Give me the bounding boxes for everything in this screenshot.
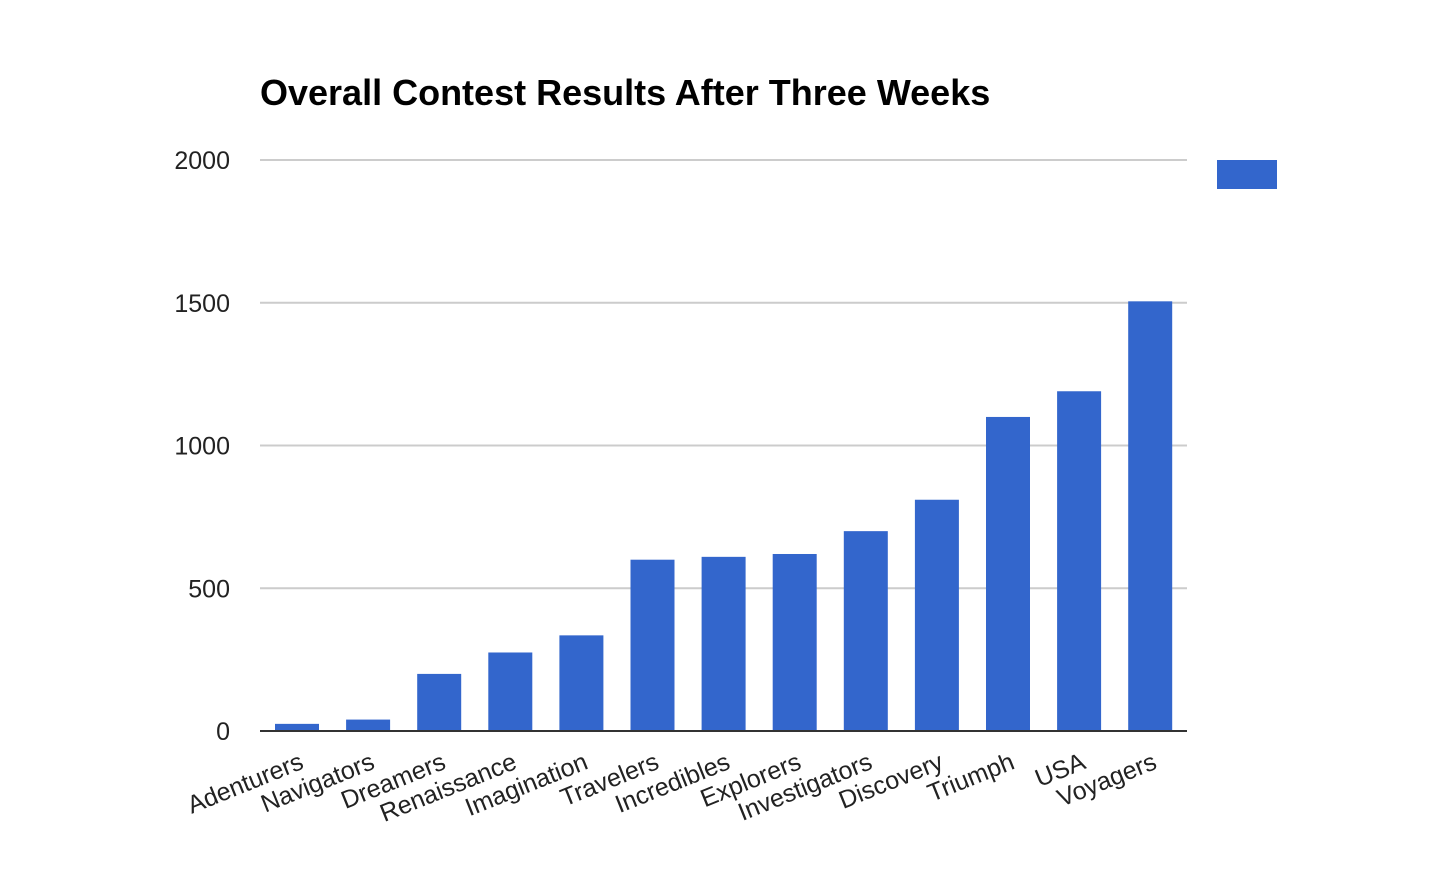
bar [275, 723, 319, 731]
bar [701, 556, 746, 731]
bar [630, 559, 675, 731]
bar [559, 635, 604, 731]
bar [417, 673, 462, 731]
y-tick-label: 1500 [174, 290, 230, 318]
bar [986, 416, 1030, 731]
bar [1128, 301, 1173, 731]
y-tick-label: 2000 [174, 147, 230, 175]
x-axis-ticks: AdenturersNavigatorsDreamersRenaissanceI… [183, 747, 1160, 827]
bars [275, 301, 1173, 731]
y-tick-label: 500 [188, 575, 230, 603]
bar [914, 499, 959, 731]
chart-title: Overall Contest Results After Three Week… [260, 72, 990, 113]
bar [843, 531, 888, 731]
bar [1057, 391, 1102, 731]
y-axis-ticks: 0 500 1000 1500 2000 [174, 147, 230, 746]
y-tick-label: 0 [216, 718, 230, 746]
gridlines [260, 159, 1187, 590]
bar [346, 719, 391, 731]
bar [488, 652, 533, 731]
bar [772, 553, 817, 731]
y-tick-label: 1000 [174, 433, 230, 461]
legend-swatch [1217, 160, 1277, 189]
